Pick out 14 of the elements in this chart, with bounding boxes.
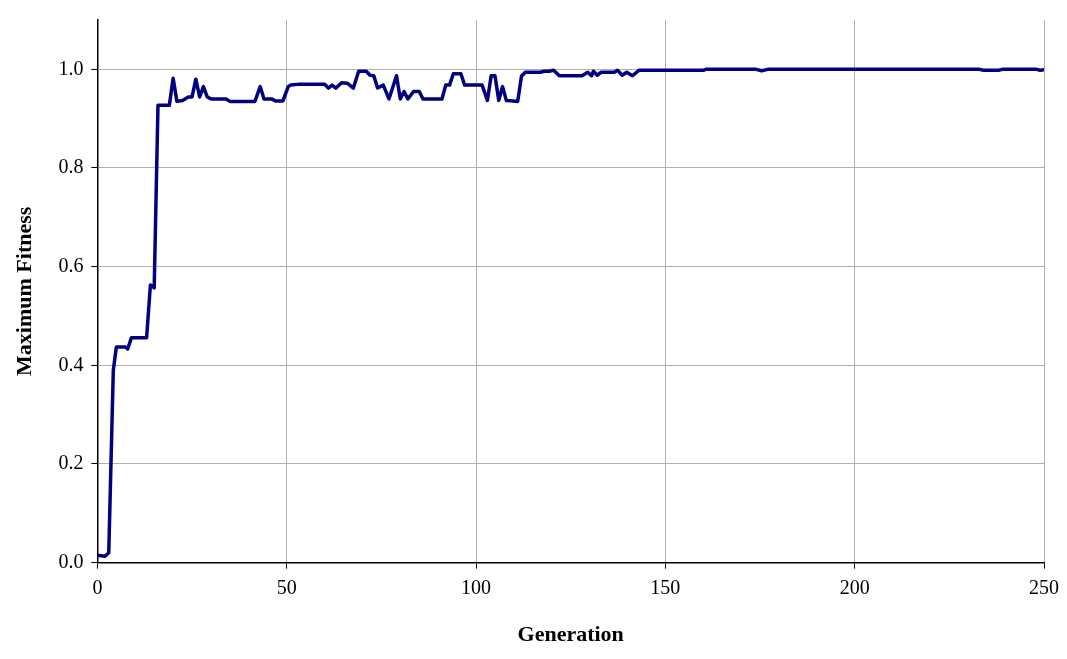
x-tick-label: 100 [461,575,492,598]
y-axis-title: Maximum Fitness [10,206,36,376]
x-tick-label: 250 [1029,575,1059,598]
y-tick-label: 0.6 [58,253,84,276]
x-tick-label: 0 [92,575,103,598]
x-tick-label: 150 [650,575,681,598]
y-tick-label: 0.0 [58,549,84,572]
x-tick-label: 200 [839,575,870,598]
y-tick-label: 0.4 [58,352,84,375]
y-tick-label: 1.0 [58,56,84,79]
x-axis-title: Generation [517,621,624,647]
y-tick-label: 0.8 [58,155,84,178]
x-tick-label: 50 [276,575,297,598]
y-tick-label: 0.2 [58,451,84,474]
